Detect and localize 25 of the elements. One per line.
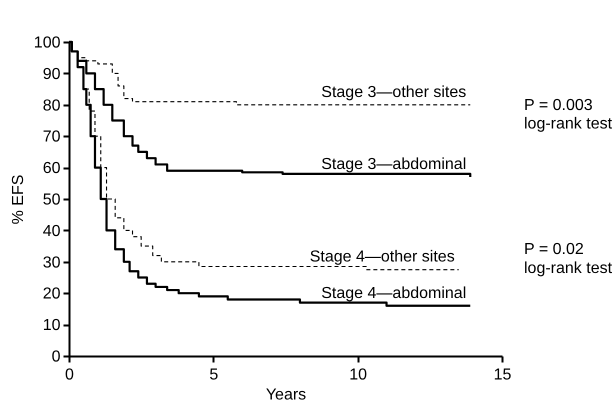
y-tick-label: 30: [42, 254, 61, 272]
y-tick-label: 10: [42, 317, 61, 334]
y-axis-title: % EFS: [10, 174, 27, 224]
y-tick-label: 60: [42, 160, 61, 178]
x-tick-label: 5: [209, 366, 218, 384]
x-tick-label: 15: [494, 366, 512, 384]
y-tick-label: 50: [42, 192, 61, 208]
text: log-rank test: [524, 260, 613, 278]
y-tick-label: 100: [34, 34, 61, 52]
series-label: Stage 4—abdominal: [321, 284, 466, 302]
y-tick-label: 80: [42, 97, 61, 114]
text: P = 0.003: [524, 96, 593, 114]
text: P = 0.02: [524, 241, 584, 258]
y-tick-label: 0: [52, 348, 61, 366]
x-tick-label: 10: [349, 366, 368, 384]
series-label: Stage 3—other sites: [321, 84, 466, 101]
y-tick-label: 70: [42, 128, 61, 146]
text: log-rank test: [524, 116, 613, 133]
y-tick-label: 20: [42, 286, 61, 303]
y-tick-label: 40: [42, 222, 61, 240]
series-label: Stage 3—abdominal: [321, 156, 466, 174]
x-tick-label: 0: [65, 366, 74, 384]
y-tick-label: 90: [42, 66, 61, 83]
x-axis-title: Years: [266, 386, 306, 404]
series-label: Stage 4—other sites: [310, 248, 455, 266]
